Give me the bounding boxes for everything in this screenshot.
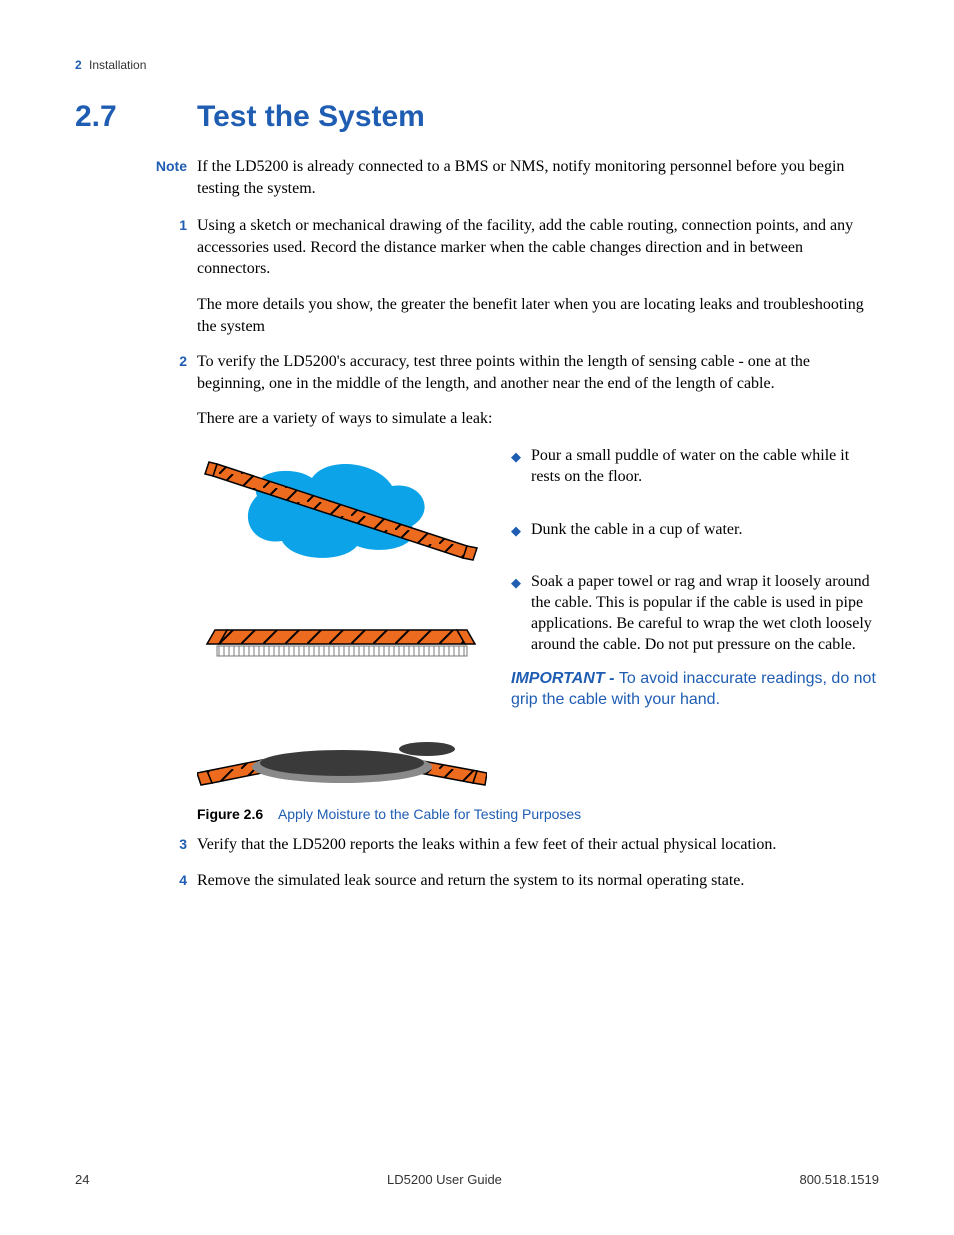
figure-caption-label: Figure 2.6 xyxy=(197,806,263,822)
note-label: Note xyxy=(75,156,197,199)
figure-bullet-2: ◆ Dunk the cable in a cup of water. xyxy=(511,520,879,541)
figure-bullet-1: ◆ Pour a small puddle of water on the ca… xyxy=(511,446,879,488)
step-body: Remove the simulated leak source and ret… xyxy=(197,870,879,892)
note-text: If the LD5200 is already connected to a … xyxy=(197,156,879,199)
section-number: 2.7 xyxy=(75,100,197,134)
page-number: 24 xyxy=(75,1172,89,1187)
chapter-title: Installation xyxy=(89,58,146,72)
figure-caption-title: Apply Moisture to the Cable for Testing … xyxy=(278,806,581,822)
step-p2: There are a variety of ways to simulate … xyxy=(197,408,879,430)
page-footer: 24 LD5200 User Guide 800.518.1519 xyxy=(75,1172,879,1187)
step-4: 4 Remove the simulated leak source and r… xyxy=(75,870,879,892)
figure-caption: Figure 2.6 Apply Moisture to the Cable f… xyxy=(197,806,879,822)
step-body: To verify the LD5200's accuracy, test th… xyxy=(197,351,879,430)
step-number: 1 xyxy=(75,215,197,337)
step-3: 3 Verify that the LD5200 reports the lea… xyxy=(75,834,879,856)
footer-doc-title: LD5200 User Guide xyxy=(387,1172,502,1187)
step-p2: The more details you show, the greater t… xyxy=(197,294,879,337)
section-heading: 2.7 Test the System xyxy=(75,100,879,134)
bullet-text: Soak a paper towel or rag and wrap it lo… xyxy=(531,572,879,655)
step-body: Verify that the LD5200 reports the leaks… xyxy=(197,834,879,856)
step-2: 2 To verify the LD5200's accuracy, test … xyxy=(75,351,879,430)
section-title: Test the System xyxy=(197,100,425,134)
step-p1: Using a sketch or mechanical drawing of … xyxy=(197,215,879,280)
page: 2 Installation 2.7 Test the System Note … xyxy=(0,0,954,1235)
figure-2-6: ◆ Pour a small puddle of water on the ca… xyxy=(197,446,879,796)
important-label: IMPORTANT - xyxy=(511,670,619,687)
running-header: 2 Installation xyxy=(75,58,879,72)
step-body: Using a sketch or mechanical drawing of … xyxy=(197,215,879,337)
important-callout: IMPORTANT - To avoid inaccurate readings… xyxy=(511,668,879,711)
step-p1: To verify the LD5200's accuracy, test th… xyxy=(197,351,879,394)
leak-simulation-illustration xyxy=(197,446,487,796)
figure-bullet-3: ◆ Soak a paper towel or rag and wrap it … xyxy=(511,572,879,655)
illustration-dunk xyxy=(207,630,475,656)
step-number: 2 xyxy=(75,351,197,430)
step-1: 1 Using a sketch or mechanical drawing o… xyxy=(75,215,879,337)
bullet-text: Pour a small puddle of water on the cabl… xyxy=(531,446,879,488)
diamond-bullet-icon: ◆ xyxy=(511,520,531,541)
figure-text-column: ◆ Pour a small puddle of water on the ca… xyxy=(511,446,879,796)
bullet-text: Dunk the cable in a cup of water. xyxy=(531,520,879,541)
step-number: 3 xyxy=(75,834,197,856)
chapter-number: 2 xyxy=(75,58,82,72)
figure-illustrations xyxy=(197,446,487,796)
diamond-bullet-icon: ◆ xyxy=(511,446,531,488)
illustration-puddle xyxy=(205,462,477,560)
footer-phone: 800.518.1519 xyxy=(799,1172,879,1187)
note-block: Note If the LD5200 is already connected … xyxy=(75,156,879,199)
diamond-bullet-icon: ◆ xyxy=(511,572,531,655)
step-number: 4 xyxy=(75,870,197,892)
illustration-rag xyxy=(197,742,487,785)
